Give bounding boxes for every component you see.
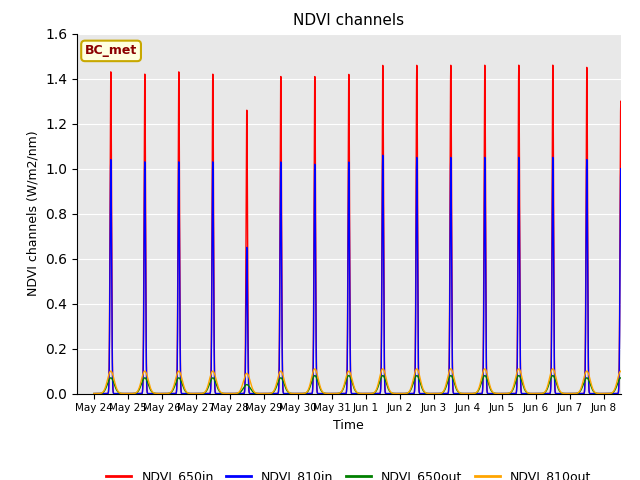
NDVI_650out [549, 373, 557, 379]
NDVI_810in [634, 391, 640, 396]
NDVI_650in [549, 62, 557, 68]
Y-axis label: NDVI channels (W/m2/nm): NDVI channels (W/m2/nm) [26, 131, 40, 297]
NDVI_650out [287, 391, 294, 396]
NDVI_810in [522, 391, 530, 396]
NDVI_810in [436, 391, 444, 396]
NDVI_650out [522, 389, 530, 395]
Line: NDVI_810in: NDVI_810in [94, 156, 638, 394]
NDVI_810in [287, 391, 294, 396]
Title: NDVI channels: NDVI channels [293, 13, 404, 28]
NDVI_810out [493, 391, 501, 396]
NDVI_650in [90, 391, 98, 396]
NDVI_650in [493, 391, 501, 396]
NDVI_810in [412, 302, 420, 308]
NDVI_650out [634, 391, 640, 396]
NDVI_650in [634, 391, 640, 396]
NDVI_650out [412, 373, 420, 379]
NDVI_810out [287, 390, 294, 396]
NDVI_810in [493, 391, 501, 396]
Text: BC_met: BC_met [85, 44, 137, 58]
X-axis label: Time: Time [333, 419, 364, 432]
NDVI_650in [412, 283, 420, 288]
NDVI_650in [287, 391, 294, 396]
NDVI_810in [379, 153, 387, 158]
NDVI_650in [522, 391, 530, 396]
NDVI_650out [436, 391, 444, 396]
NDVI_650in [436, 391, 444, 396]
NDVI_650out [117, 391, 125, 396]
NDVI_650in [117, 391, 125, 396]
NDVI_810out [549, 366, 557, 372]
Line: NDVI_650out: NDVI_650out [94, 376, 638, 394]
Legend: NDVI_650in, NDVI_810in, NDVI_650out, NDVI_810out: NDVI_650in, NDVI_810in, NDVI_650out, NDV… [101, 465, 596, 480]
Line: NDVI_810out: NDVI_810out [94, 369, 638, 394]
NDVI_810out [436, 391, 444, 396]
NDVI_650out [90, 391, 98, 396]
Line: NDVI_650in: NDVI_650in [94, 65, 638, 394]
NDVI_650out [493, 391, 501, 396]
NDVI_810out [412, 367, 420, 373]
NDVI_810out [522, 388, 530, 394]
NDVI_810in [90, 391, 98, 396]
NDVI_810out [90, 391, 98, 396]
NDVI_810out [634, 391, 640, 396]
NDVI_810in [117, 391, 125, 396]
NDVI_810out [117, 391, 125, 396]
